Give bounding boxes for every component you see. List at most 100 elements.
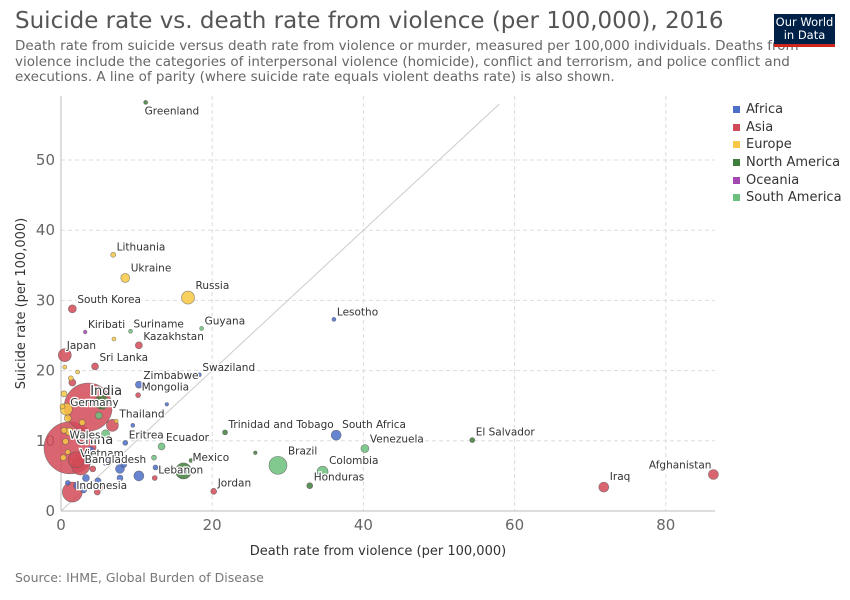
legend-item[interactable]: North America (733, 154, 842, 172)
data-point[interactable] (101, 429, 110, 439)
data-point[interactable] (210, 488, 218, 495)
data-point[interactable] (62, 438, 69, 445)
data-point[interactable] (65, 480, 71, 486)
data-point[interactable] (151, 454, 157, 461)
data-point[interactable] (67, 451, 85, 469)
data-point[interactable] (57, 348, 72, 362)
data-point[interactable] (120, 273, 131, 283)
data-point[interactable] (306, 482, 314, 490)
data-point[interactable] (83, 329, 88, 335)
y-tick-label: 0 (45, 502, 55, 520)
data-point[interactable] (82, 474, 90, 482)
point-label: Swaziland (202, 362, 255, 374)
point-label: Colombia (329, 455, 378, 467)
point-label: Mexico (192, 452, 229, 464)
point-label: Ukraine (131, 262, 172, 274)
data-point[interactable] (175, 462, 192, 480)
legend-swatch (733, 106, 740, 114)
data-point[interactable] (135, 392, 141, 398)
legend-swatch (733, 194, 740, 202)
legend-swatch (733, 176, 740, 184)
logo-accent-bar (774, 44, 835, 47)
data-point[interactable] (331, 317, 337, 322)
legend-item[interactable]: South America (733, 189, 842, 207)
legend-item[interactable]: Africa (733, 101, 842, 119)
data-point[interactable] (128, 328, 133, 334)
data-point[interactable] (64, 414, 72, 423)
data-point[interactable] (253, 450, 258, 455)
data-point[interactable] (135, 380, 143, 389)
data-point[interactable] (86, 446, 95, 455)
data-point[interactable] (199, 326, 204, 331)
owid-logo[interactable]: Our World in Data (774, 14, 835, 46)
data-point[interactable] (59, 454, 67, 461)
data-point[interactable] (122, 440, 129, 446)
data-point[interactable] (113, 418, 119, 424)
point-label: South Africa (342, 419, 406, 431)
point-label: India (90, 384, 122, 399)
point-label: Zimbabwe (143, 370, 198, 382)
data-point[interactable] (95, 411, 103, 420)
data-point[interactable] (164, 402, 169, 407)
data-point[interactable] (143, 100, 148, 105)
data-point[interactable] (106, 451, 113, 457)
legend-item[interactable]: Asia (733, 119, 842, 137)
data-point[interactable] (91, 362, 99, 371)
data-point[interactable] (102, 457, 111, 467)
point-label: Lesotho (337, 306, 378, 318)
data-point[interactable] (316, 465, 329, 478)
x-tick-label: 80 (656, 516, 675, 534)
data-point[interactable] (68, 375, 74, 382)
data-point[interactable] (78, 419, 86, 426)
data-point[interactable] (360, 444, 370, 453)
data-point[interactable] (222, 429, 228, 436)
legend-swatch (733, 159, 740, 167)
data-point[interactable] (157, 442, 166, 451)
data-point[interactable] (94, 477, 102, 485)
data-point[interactable] (59, 403, 66, 410)
data-point[interactable] (75, 369, 80, 375)
y-axis-label: Suicide rate (per 100,000) (14, 218, 29, 389)
data-point[interactable] (130, 423, 136, 428)
data-point[interactable] (93, 488, 101, 496)
data-point[interactable] (133, 470, 145, 482)
data-point[interactable] (268, 456, 288, 475)
data-point[interactable] (94, 394, 110, 410)
data-point[interactable] (80, 486, 87, 494)
data-point[interactable] (598, 481, 610, 493)
data-point[interactable] (151, 475, 158, 481)
data-point[interactable] (469, 437, 476, 443)
data-point[interactable] (197, 372, 202, 378)
source-note: Source: IHME, Global Burden of Disease (15, 570, 264, 585)
data-point[interactable] (116, 474, 124, 482)
data-point[interactable] (62, 364, 68, 370)
data-point[interactable] (65, 449, 71, 455)
data-point[interactable] (68, 304, 77, 314)
point-label: Guyana (205, 315, 246, 327)
y-tick-label: 30 (36, 291, 55, 309)
data-point[interactable] (60, 426, 68, 434)
data-point[interactable] (111, 336, 117, 342)
legend-swatch (733, 123, 740, 131)
data-point[interactable] (120, 461, 128, 468)
data-point[interactable] (708, 469, 719, 480)
x-tick-label: 0 (56, 516, 66, 534)
legend-label: South America (746, 190, 842, 206)
data-point[interactable] (188, 458, 194, 463)
data-point[interactable] (330, 429, 342, 441)
data-point[interactable] (152, 464, 159, 471)
data-point[interactable] (181, 290, 195, 305)
data-point[interactable] (135, 341, 143, 350)
legend-item[interactable]: Oceania (733, 171, 842, 189)
data-point[interactable] (75, 433, 82, 440)
x-axis-label: Death rate from violence (per 100,000) (250, 544, 506, 559)
legend-item[interactable]: Europe (733, 136, 842, 154)
data-point[interactable] (60, 390, 68, 398)
data-point[interactable] (73, 481, 82, 491)
data-point[interactable] (110, 251, 116, 258)
legend-label: Europe (746, 137, 792, 153)
data-point[interactable] (89, 465, 97, 473)
data-point[interactable] (98, 485, 104, 491)
chart-title: Suicide rate vs. death rate from violenc… (15, 8, 724, 34)
